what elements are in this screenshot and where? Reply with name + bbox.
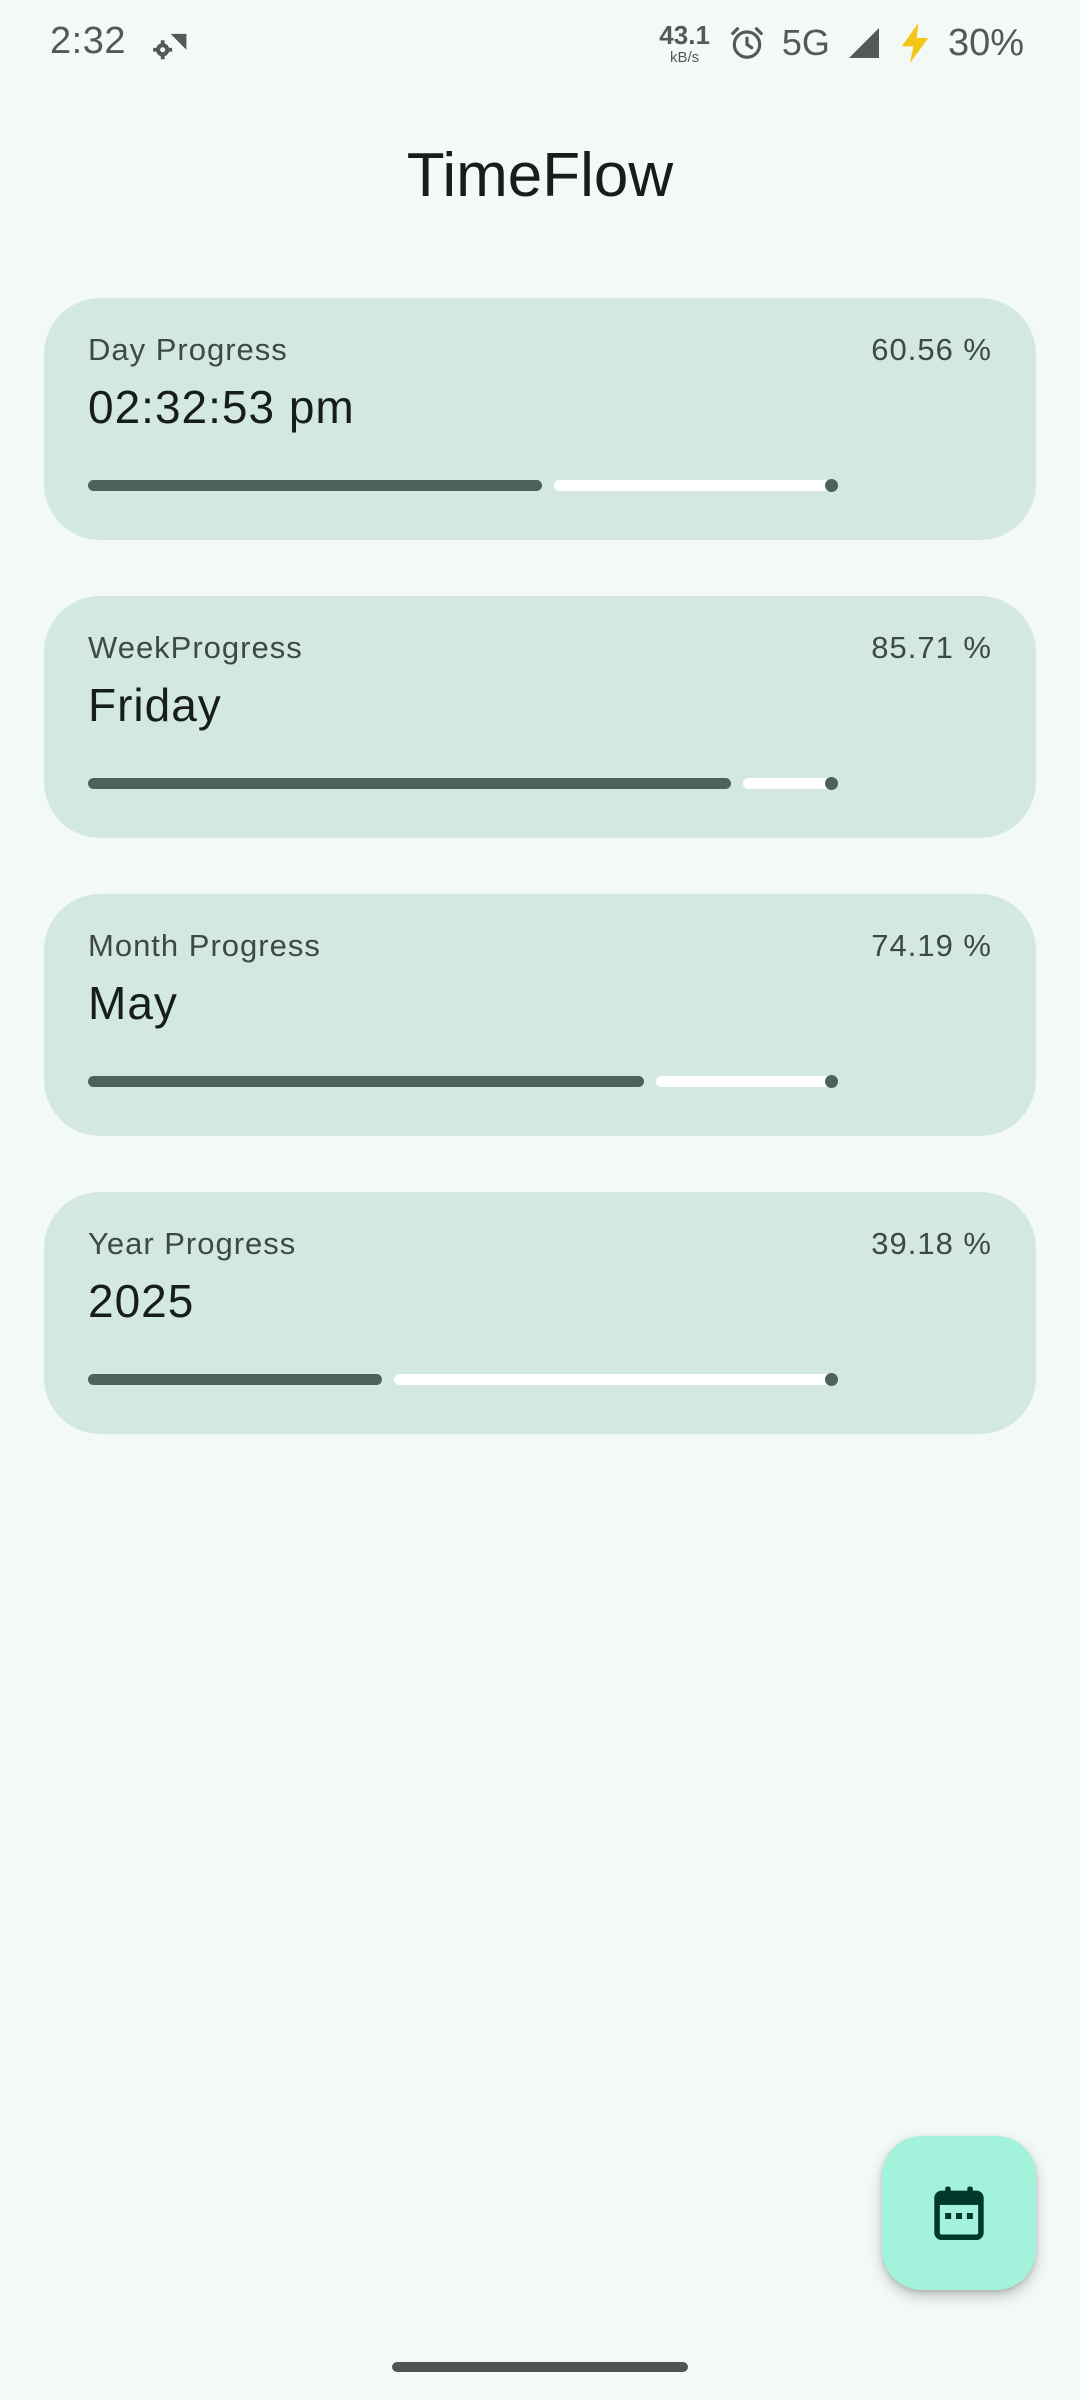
progress-fill bbox=[88, 480, 542, 491]
battery-percent: 30% bbox=[947, 21, 1024, 64]
progress-track bbox=[656, 1076, 834, 1087]
progress-track bbox=[743, 778, 834, 789]
calendar-fab-button[interactable] bbox=[882, 2136, 1036, 2290]
progress-stop-indicator bbox=[825, 479, 838, 492]
alarm-icon bbox=[731, 27, 763, 59]
app-title: TimeFlow bbox=[406, 141, 674, 210]
status-bar: 2:32 43.1 kB/s 5G 30% bbox=[0, 0, 1080, 90]
progress-bar bbox=[88, 1072, 838, 1092]
progress-bar bbox=[88, 774, 838, 794]
charging-bolt-icon bbox=[901, 23, 929, 63]
card-percent: 85.71 % bbox=[871, 630, 992, 665]
progress-track bbox=[554, 480, 834, 491]
progress-bar bbox=[88, 1370, 838, 1390]
home-gesture-bar[interactable] bbox=[392, 2362, 688, 2372]
progress-fill bbox=[88, 778, 731, 789]
card-value: 2025 bbox=[88, 1275, 195, 1327]
status-time: 2:32 bbox=[50, 20, 126, 62]
card-label: Year Progress bbox=[88, 1226, 297, 1261]
network-speed: 43.1 kB/s bbox=[659, 22, 710, 65]
month-progress-card: Month Progress 74.19 % May bbox=[44, 894, 1036, 1136]
card-value: May bbox=[88, 977, 178, 1029]
card-percent: 74.19 % bbox=[871, 928, 992, 963]
card-percent: 60.56 % bbox=[871, 332, 992, 367]
settings-wifi-icon bbox=[153, 33, 187, 60]
progress-bar bbox=[88, 476, 838, 496]
signal-icon bbox=[848, 28, 879, 58]
card-label: Month Progress bbox=[88, 928, 321, 963]
progress-stop-indicator bbox=[825, 1373, 838, 1386]
progress-fill bbox=[88, 1374, 382, 1385]
progress-stop-indicator bbox=[825, 777, 838, 790]
progress-stop-indicator bbox=[825, 1075, 838, 1088]
day-progress-card: Day Progress 60.56 % 02:32:53 pm bbox=[44, 298, 1036, 540]
card-percent: 39.18 % bbox=[871, 1226, 992, 1261]
card-label: Day Progress bbox=[88, 332, 288, 367]
network-speed-value: 43.1 bbox=[659, 19, 710, 50]
status-right-group: 43.1 kB/s 5G 30% bbox=[659, 18, 1024, 68]
week-progress-card: WeekProgress 85.71 % Friday bbox=[44, 596, 1036, 838]
card-value: 02:32:53 pm bbox=[88, 381, 355, 433]
network-type: 5G bbox=[781, 22, 830, 63]
progress-fill bbox=[88, 1076, 644, 1087]
card-value: Friday bbox=[88, 679, 222, 731]
network-speed-unit: kB/s bbox=[670, 48, 700, 66]
calendar-icon bbox=[934, 2186, 984, 2240]
progress-track bbox=[394, 1374, 834, 1385]
card-label: WeekProgress bbox=[88, 630, 303, 665]
year-progress-card: Year Progress 39.18 % 2025 bbox=[44, 1192, 1036, 1434]
